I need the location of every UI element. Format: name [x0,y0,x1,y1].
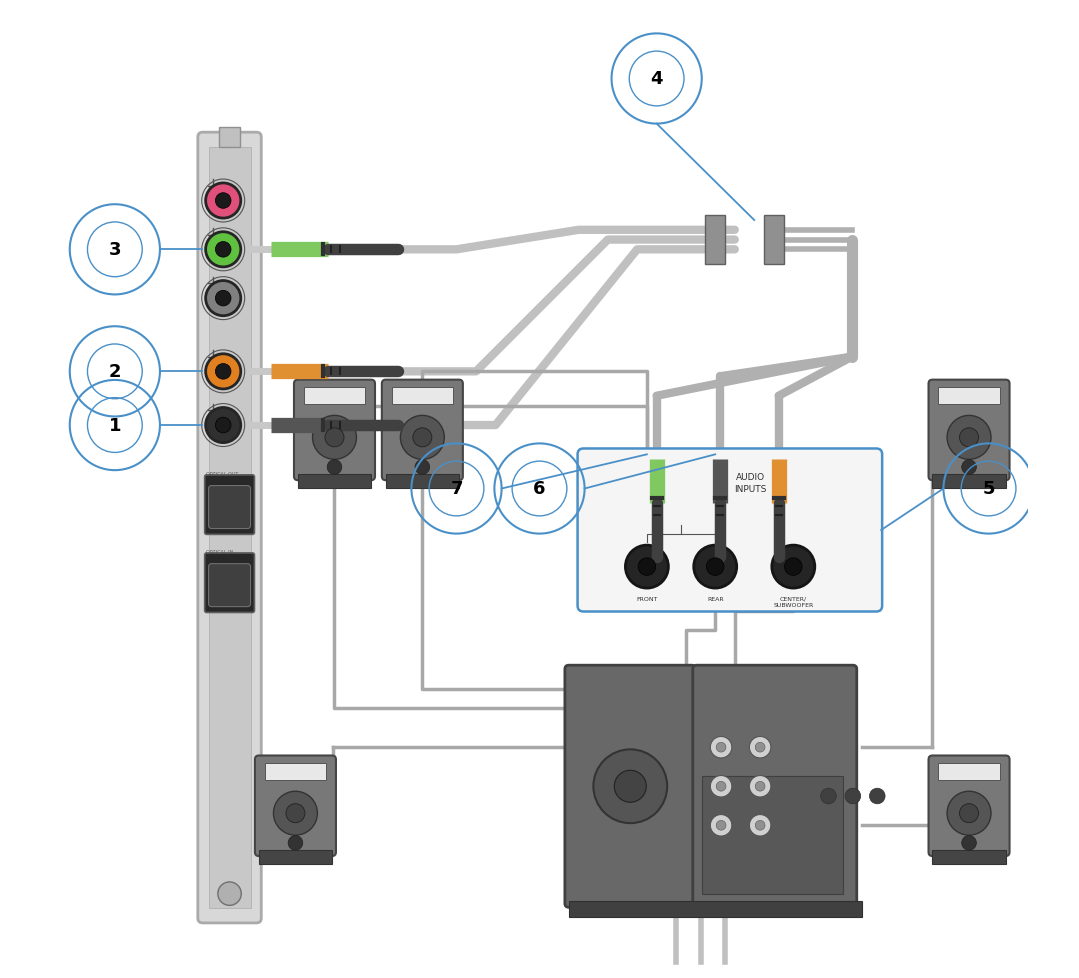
Bar [569,902,862,917]
Circle shape [710,815,732,836]
Circle shape [947,416,991,460]
Circle shape [716,781,726,791]
Circle shape [626,546,668,589]
Circle shape [959,804,979,822]
FancyBboxPatch shape [208,486,250,529]
FancyBboxPatch shape [577,449,883,612]
Text: AUDIO
INPUTS: AUDIO INPUTS [734,473,766,493]
FancyBboxPatch shape [205,554,255,613]
Bar [764,216,783,265]
Circle shape [400,416,445,460]
Text: 5: 5 [982,480,995,498]
Bar [386,475,459,489]
Circle shape [755,821,765,830]
FancyBboxPatch shape [205,475,255,535]
Circle shape [716,742,726,752]
Circle shape [821,788,836,804]
Bar [939,764,1000,780]
Text: 6: 6 [533,480,546,498]
Circle shape [694,546,737,589]
Circle shape [216,194,231,209]
Circle shape [286,804,305,822]
Text: 4: 4 [651,70,663,88]
Circle shape [206,354,241,389]
FancyBboxPatch shape [208,564,250,607]
Circle shape [593,749,667,823]
Circle shape [784,558,802,576]
Text: CENTER/
SUBWOOFER: CENTER/ SUBWOOFER [774,597,814,607]
Bar [932,850,1006,864]
Circle shape [710,736,732,758]
Circle shape [216,364,231,379]
Circle shape [273,791,317,835]
Text: REAR: REAR [707,597,724,601]
Circle shape [218,882,242,906]
Bar [932,475,1006,489]
Bar [701,777,843,894]
FancyBboxPatch shape [693,665,857,908]
Circle shape [716,821,726,830]
Circle shape [750,776,770,797]
Circle shape [313,416,356,460]
Circle shape [614,771,646,802]
Text: OPTICAL OUT: OPTICAL OUT [206,471,238,476]
Bar [208,148,250,909]
Text: FRONT: FRONT [637,597,657,601]
Circle shape [755,742,765,752]
FancyBboxPatch shape [382,380,463,481]
Circle shape [710,776,732,797]
Circle shape [288,835,303,850]
Circle shape [771,546,815,589]
Circle shape [870,788,885,804]
Circle shape [755,781,765,791]
Bar [264,764,326,780]
FancyBboxPatch shape [929,380,1010,481]
Circle shape [961,461,976,475]
Circle shape [206,184,241,219]
Circle shape [206,408,241,443]
Circle shape [750,736,770,758]
Text: 2: 2 [109,363,121,381]
Circle shape [638,558,656,576]
Bar [304,388,366,405]
Circle shape [216,418,231,433]
Text: 7: 7 [450,480,463,498]
Circle shape [961,835,976,850]
Text: 1: 1 [109,417,121,434]
FancyBboxPatch shape [565,665,696,908]
FancyBboxPatch shape [197,133,261,923]
Bar [706,216,725,265]
Circle shape [413,428,432,447]
Circle shape [750,815,770,836]
Circle shape [216,291,231,307]
Circle shape [845,788,861,804]
FancyBboxPatch shape [255,756,336,856]
FancyBboxPatch shape [929,756,1010,856]
Text: 3: 3 [109,242,121,259]
Bar [392,388,453,405]
FancyBboxPatch shape [293,380,375,481]
Circle shape [206,282,241,317]
Bar [298,475,371,489]
Circle shape [206,233,241,268]
Circle shape [959,428,979,447]
Bar [939,388,1000,405]
Circle shape [325,428,344,447]
Circle shape [327,461,342,475]
Circle shape [707,558,724,576]
Circle shape [415,461,429,475]
Bar [219,128,241,148]
Text: OPTICAL IN: OPTICAL IN [206,550,233,555]
Circle shape [947,791,991,835]
Bar [259,850,332,864]
Circle shape [216,243,231,258]
